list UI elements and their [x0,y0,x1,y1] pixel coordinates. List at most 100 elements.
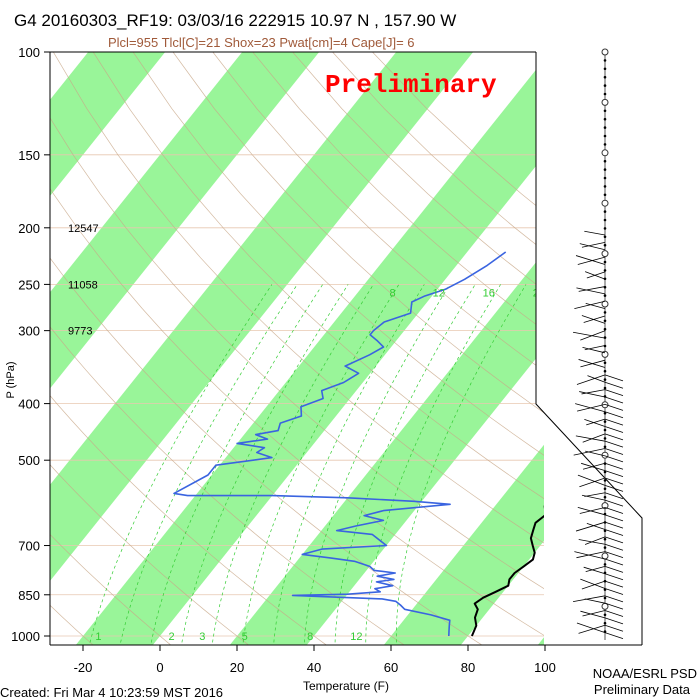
wind-dot [603,176,607,180]
wind-dot [603,126,607,129]
height-label: 9773 [68,326,92,338]
wind-barb [581,241,606,248]
wind-barb-flag [604,617,624,625]
x-tick-label: -20 [74,660,93,675]
wind-barb [574,300,606,310]
wind-barb [581,315,606,324]
wind-dot [603,59,607,62]
wind-dot [603,546,607,549]
wind-barb [586,418,606,426]
wind-barb [585,450,606,457]
wind-barb-flag [604,507,624,514]
wind-dot [603,285,607,289]
wind-barb-flag [604,477,624,485]
mixing-ratio-line [303,284,451,645]
wind-dot [603,294,607,297]
wind-dot [603,117,607,121]
mixing-ratio-line [334,284,476,645]
dry-adiabat [52,52,544,544]
wind-barb-flag [604,521,624,529]
wind-barb-flag [604,396,624,404]
wind-dot [603,92,607,96]
wind-dot [603,84,607,87]
wind-dot [603,218,607,222]
wind-calm-marker [601,199,609,207]
wind-barb-flag [604,588,624,595]
dry-adiabat [212,52,544,372]
wind-barb [577,474,606,486]
mixing-ratio-line [211,284,374,645]
y-tick-label: 850 [18,588,40,603]
y-tick-label: 250 [18,277,40,292]
mixing-ratio-lines [88,284,527,645]
wind-barb [582,433,606,443]
isotherm-band [0,52,11,648]
dry-adiabat [50,464,250,645]
wind-barb [578,539,606,545]
wind-dot [603,243,607,247]
data-status-label: Preliminary Data [594,682,691,697]
wind-barb-flag [604,470,624,478]
wind-calm-marker [601,149,609,157]
isotherm-band [537,637,544,645]
isotherm-band [75,59,544,645]
mixing-ratio-label: 12 [350,631,362,643]
wind-barb-flag [604,433,624,441]
dry-adiabat [252,52,544,331]
wind-barb [586,522,606,530]
dewpoint-line [173,251,507,637]
wind-barb-flag [604,499,624,507]
wind-barb-flag [604,374,624,382]
wind-dot [603,378,607,381]
wind-dot [603,210,607,213]
wind-barb [577,507,606,516]
isotherm-bands [0,52,544,648]
wind-dot [603,386,607,390]
wind-barb [582,462,606,470]
wind-barb [581,494,606,501]
dry-adiabat [0,52,19,648]
wind-dot [603,185,607,188]
wind-calm-marker [601,250,609,258]
created-timestamp: Created: Fri Mar 4 10:23:59 MST 2016 [0,685,223,700]
x-tick-label: 20 [230,660,244,675]
wind-barb [584,598,606,604]
wind-barb [579,477,606,488]
wind-dot [603,235,607,239]
wind-barb [575,403,606,413]
wind-barb-flag [604,389,624,397]
height-label: 12547 [68,223,99,235]
wind-dot [603,143,607,146]
wind-dot [603,168,607,171]
wind-dot [603,596,607,600]
dry-adiabat [50,604,94,645]
wind-barb [586,271,606,279]
temperature-line [470,504,544,637]
wind-barb-flag [604,381,624,389]
mixing-ratio-line [150,284,323,645]
wind-barb [585,302,606,310]
y-tick-label: 300 [18,324,40,339]
wind-barb-flag [604,514,624,522]
wind-barb [585,565,606,573]
chart-subtitle: Plcl=955 Tlcl[C]=21 Shox=23 Pwat[cm]=4 C… [108,35,415,50]
mixing-ratio-line [119,284,298,645]
wind-barb [581,580,606,590]
wind-dot [603,361,607,365]
height-labels: 12547 11058 9773 [68,223,99,338]
wind-barb [584,230,606,236]
mixing-ratio-label: 1 [95,631,101,643]
wind-panel-mask [536,52,700,700]
wind-dot [603,445,607,449]
isotherm-band [50,52,474,582]
mixing-ratio-line [273,284,425,645]
wind-barb [579,243,606,251]
isotherm-band [50,52,166,197]
wind-barb-flag [604,580,624,588]
wind-dot [603,75,607,79]
preliminary-stamp: Preliminary [325,70,497,100]
chart-title: G4 20160303_RF19: 03/03/16 222915 10.97 … [14,11,456,30]
dry-adiabat [92,52,544,500]
